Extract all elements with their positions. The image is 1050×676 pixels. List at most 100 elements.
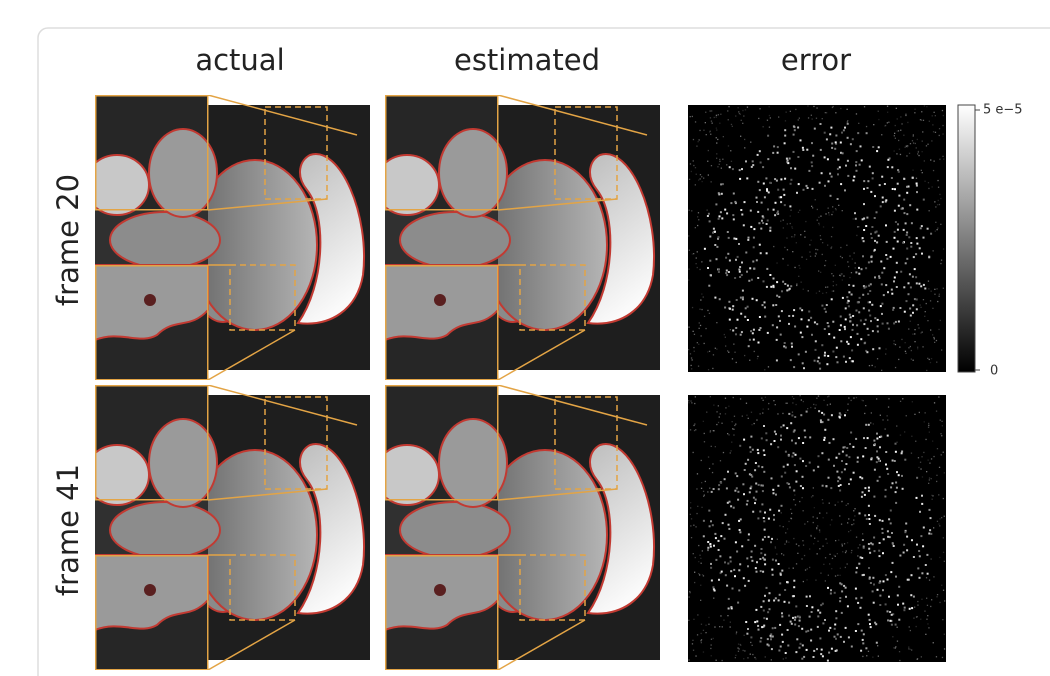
error-speck xyxy=(826,304,828,306)
error-speck xyxy=(707,549,709,551)
error-speck xyxy=(765,432,767,434)
error-speck xyxy=(793,134,795,136)
error-speck xyxy=(925,634,926,635)
error-speck xyxy=(764,316,766,318)
error-speck xyxy=(821,452,823,454)
error-speck xyxy=(806,326,808,328)
error-speck xyxy=(814,128,816,130)
error-speck xyxy=(876,438,878,440)
error-speck xyxy=(764,595,766,597)
error-speck xyxy=(784,589,786,591)
error-speck xyxy=(744,355,745,356)
error-speck xyxy=(793,151,795,153)
error-speck xyxy=(776,326,778,328)
error-speck xyxy=(859,476,861,478)
error-speck xyxy=(730,150,731,151)
error-speck xyxy=(790,215,791,216)
error-speck xyxy=(695,121,696,122)
error-speck xyxy=(800,643,802,645)
error-speck xyxy=(800,395,801,396)
error-speck xyxy=(930,517,932,519)
error-speck xyxy=(862,255,864,257)
error-speck xyxy=(728,237,730,239)
error-speck xyxy=(795,454,797,456)
error-speck xyxy=(700,299,701,300)
error-speck xyxy=(795,651,797,653)
error-speck xyxy=(732,428,733,429)
error-speck xyxy=(720,482,722,484)
error-speck xyxy=(743,577,745,579)
error-speck xyxy=(800,234,801,235)
error-speck xyxy=(727,110,728,111)
error-speck xyxy=(784,544,785,545)
error-speck xyxy=(942,425,943,426)
error-speck xyxy=(760,641,762,643)
error-speck xyxy=(771,648,773,650)
error-speck xyxy=(837,159,839,161)
error-speck xyxy=(763,280,765,282)
error-speck xyxy=(756,299,758,301)
error-speck xyxy=(710,117,711,118)
error-speck xyxy=(740,209,742,211)
error-speck xyxy=(700,174,701,175)
error-speck xyxy=(868,261,870,263)
error-speck xyxy=(817,609,819,611)
error-speck xyxy=(939,557,940,558)
error-speck xyxy=(920,619,921,620)
error-speck xyxy=(809,462,811,464)
error-speck xyxy=(792,228,793,229)
error-speck xyxy=(769,115,770,116)
error-speck xyxy=(842,279,843,280)
error-speck xyxy=(846,245,847,246)
error-speck xyxy=(740,334,742,336)
error-speck xyxy=(781,612,783,614)
error-speck xyxy=(812,188,814,190)
error-speck xyxy=(703,491,704,492)
error-speck xyxy=(821,412,823,414)
error-speck xyxy=(713,545,715,547)
error-speck xyxy=(718,192,720,194)
error-speck xyxy=(828,208,829,209)
error-speck xyxy=(688,269,689,270)
error-speck xyxy=(790,210,791,211)
error-speck xyxy=(893,545,895,547)
error-speck xyxy=(775,494,777,496)
error-speck xyxy=(841,460,843,462)
error-speck xyxy=(894,237,896,239)
error-speck xyxy=(889,620,891,622)
error-speck xyxy=(759,558,761,560)
error-speck xyxy=(708,150,709,151)
error-speck xyxy=(940,320,941,321)
error-speck xyxy=(876,150,878,152)
error-speck xyxy=(927,320,928,321)
error-speck xyxy=(740,114,741,115)
error-speck xyxy=(898,586,900,588)
error-speck xyxy=(820,123,822,125)
error-speck xyxy=(869,166,871,168)
error-speck xyxy=(763,449,765,451)
error-speck xyxy=(710,274,712,276)
error-speck xyxy=(924,611,925,612)
error-speck xyxy=(924,421,925,422)
error-speck xyxy=(878,235,880,237)
error-speck xyxy=(761,548,763,550)
error-speck xyxy=(733,218,735,220)
error-speck xyxy=(819,513,820,514)
error-speck xyxy=(914,333,915,334)
error-speck xyxy=(691,171,692,172)
error-speck xyxy=(701,642,702,643)
error-speck xyxy=(844,326,846,328)
error-speck xyxy=(798,353,800,355)
error-speck xyxy=(728,352,729,353)
error-speck xyxy=(832,206,833,207)
error-speck xyxy=(764,554,766,556)
error-speck xyxy=(779,624,781,626)
error-speck xyxy=(864,106,865,107)
error-speck xyxy=(688,400,689,401)
error-speck xyxy=(924,160,925,161)
error-speck xyxy=(757,517,759,519)
error-speck xyxy=(912,140,913,141)
error-speck xyxy=(792,456,794,458)
error-speck xyxy=(824,132,826,134)
error-speck xyxy=(715,446,716,447)
